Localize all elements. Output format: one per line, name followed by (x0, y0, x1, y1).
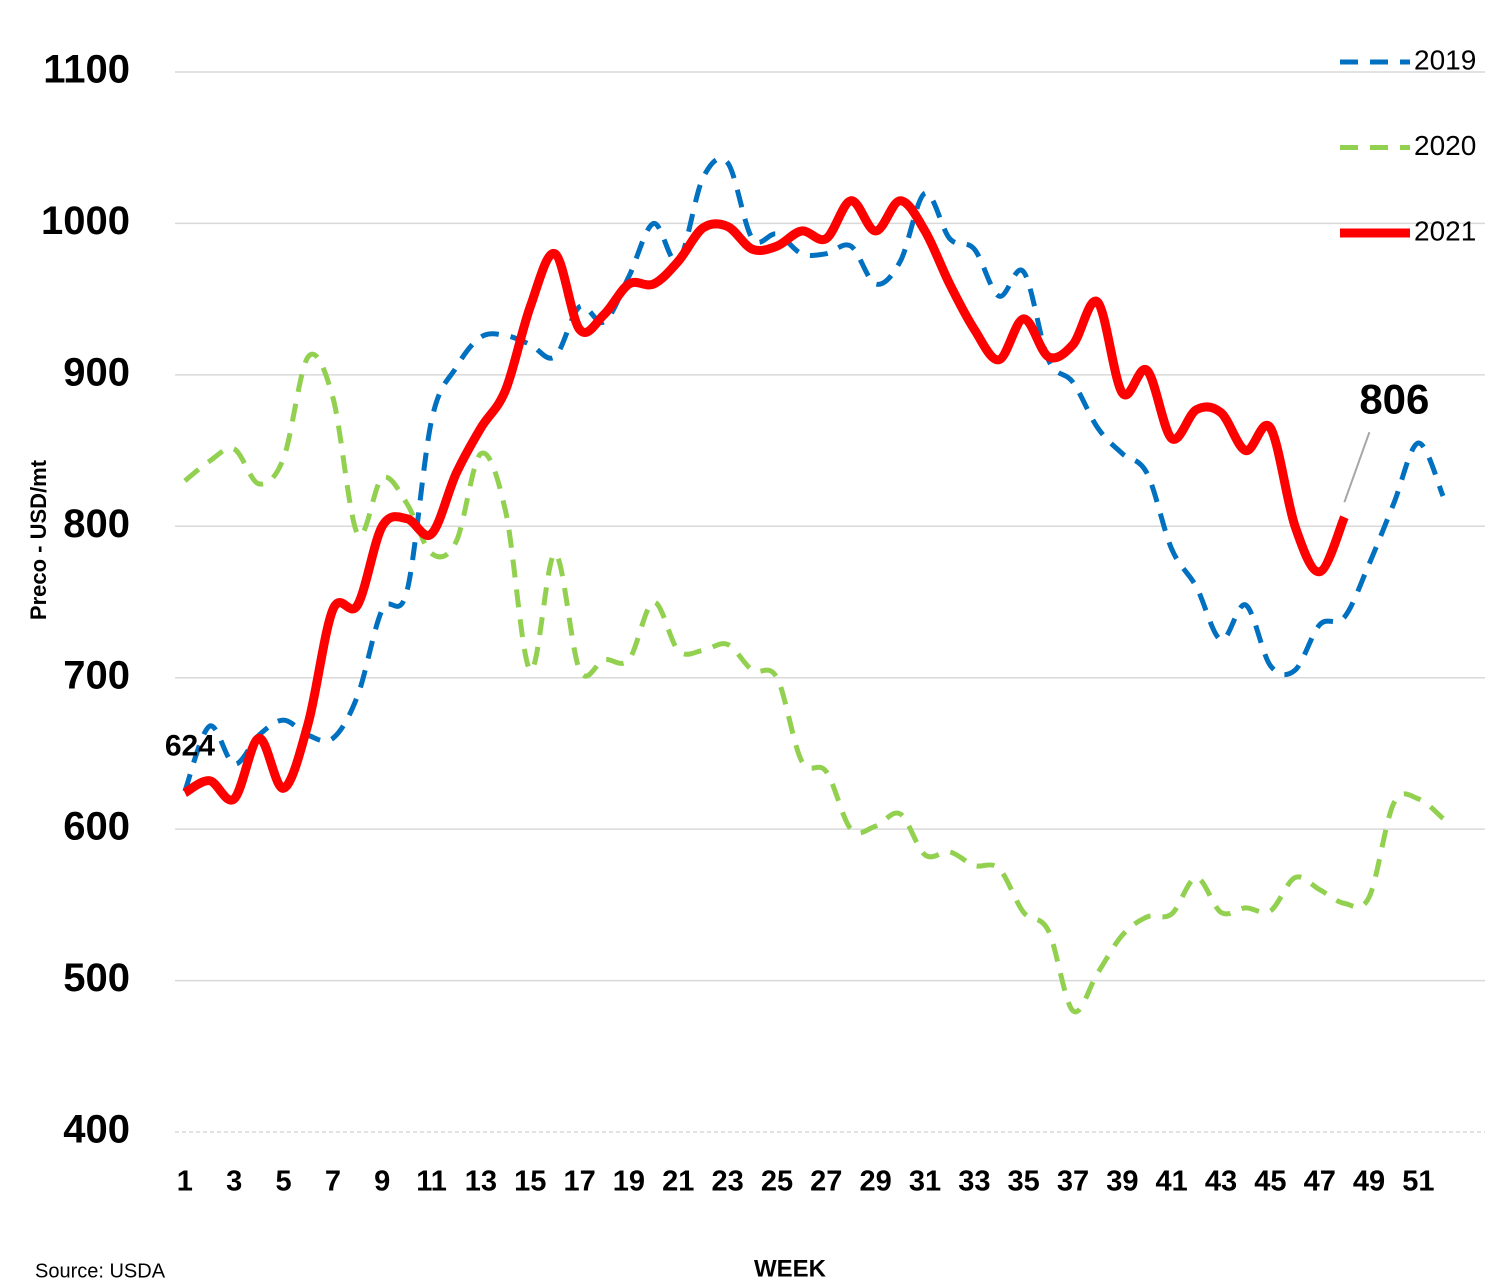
y-tick-label: 400 (63, 1108, 130, 1152)
x-tick-label: 39 (1106, 1166, 1138, 1198)
y-tick-label: 1100 (43, 48, 130, 92)
x-tick-label: 35 (1008, 1166, 1040, 1198)
x-tick-label: 27 (810, 1166, 842, 1198)
source-note: Source: USDA (35, 1260, 166, 1281)
y-tick-label: 500 (63, 956, 130, 1000)
y-axis-label: Preco - USD/mt (26, 459, 51, 620)
x-tick-label: 37 (1057, 1166, 1089, 1198)
x-tick-label: 17 (563, 1166, 595, 1198)
x-tick-label: 45 (1254, 1166, 1286, 1198)
legend-label: 2020 (1414, 130, 1476, 161)
x-tick-label: 1 (177, 1166, 193, 1198)
x-tick-label: 47 (1304, 1166, 1336, 1198)
x-tick-label: 43 (1205, 1166, 1237, 1198)
x-tick-label: 21 (662, 1166, 694, 1198)
x-tick-label: 9 (374, 1166, 390, 1198)
x-tick-label: 25 (761, 1166, 793, 1198)
legend-label: 2021 (1414, 215, 1476, 246)
x-tick-label: 15 (514, 1166, 546, 1198)
x-tick-label: 33 (958, 1166, 990, 1198)
series-line (183, 351, 1445, 1015)
y-tick-label: 700 (63, 653, 130, 697)
y-tick-label: 1000 (41, 199, 130, 243)
x-axis-label: WEEK (754, 1255, 827, 1281)
x-tick-label: 31 (909, 1166, 941, 1198)
x-tick-label: 7 (325, 1166, 341, 1198)
x-tick-label: 49 (1353, 1166, 1385, 1198)
x-tick-label: 11 (416, 1166, 447, 1198)
x-tick-label: 19 (613, 1166, 645, 1198)
x-tick-label: 3 (226, 1166, 242, 1198)
series-line (182, 196, 1349, 805)
x-tick-label: 13 (465, 1166, 497, 1198)
y-tick-label: 600 (63, 805, 130, 849)
x-tick-label: 51 (1402, 1166, 1434, 1198)
x-tick-label: 41 (1156, 1166, 1188, 1198)
x-tick-label: 23 (711, 1166, 743, 1198)
y-tick-label: 800 (63, 502, 130, 546)
leader-line (1343, 431, 1371, 503)
x-tick-label: 5 (275, 1166, 291, 1198)
data-label: 806 (1359, 375, 1429, 422)
y-tick-label: 900 (63, 350, 130, 394)
series-line (182, 156, 1446, 793)
data-label: 624 (165, 730, 215, 763)
x-tick-label: 29 (860, 1166, 892, 1198)
legend-label: 2019 (1414, 44, 1476, 75)
